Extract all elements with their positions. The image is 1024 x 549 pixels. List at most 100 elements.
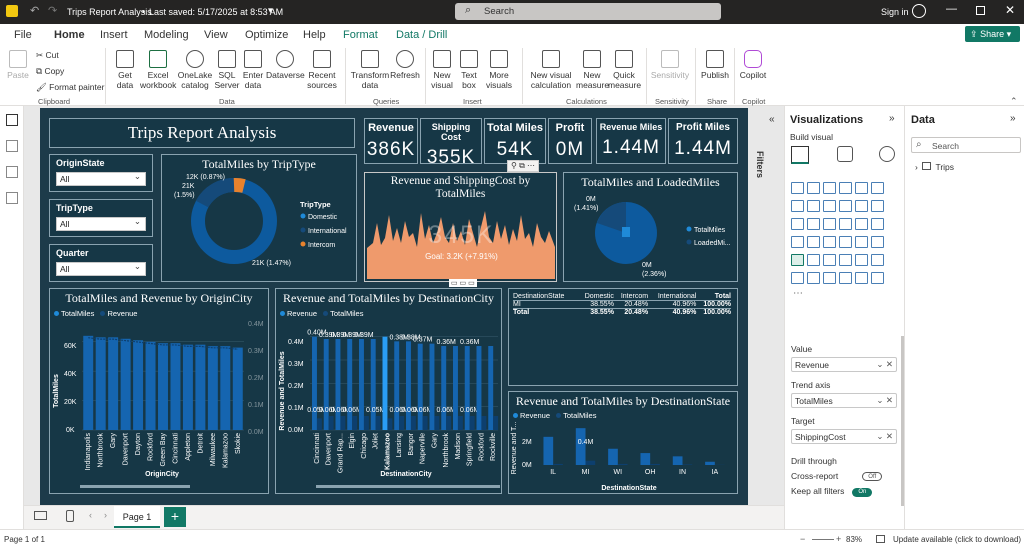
slicer-quarter[interactable]: Quarter All [49, 244, 153, 282]
zoom-out-icon[interactable]: − [800, 534, 806, 544]
quick-measure-button[interactable]: Quick measure [608, 50, 641, 90]
card-icon[interactable] [854, 236, 868, 248]
power-apps-icon[interactable] [870, 272, 884, 284]
dataverse-button[interactable]: Dataverse [266, 50, 305, 80]
remove-field-icon[interactable]: ⌄ ✕ [876, 359, 893, 369]
x-scrollbar[interactable] [316, 485, 500, 488]
search-box[interactable]: ⌕ Search [455, 3, 721, 20]
filled-map-icon[interactable] [806, 236, 820, 248]
close-icon[interactable]: ✕ [1005, 3, 1016, 17]
new-visual-button[interactable]: New visual [428, 50, 456, 90]
stacked-column-icon[interactable] [806, 182, 820, 194]
slicer-trip-type[interactable]: TripType All [49, 199, 153, 237]
format-painter-button[interactable]: 🖌 Format painter [36, 82, 105, 92]
decomposition-tree-icon[interactable] [806, 272, 820, 284]
minimize-icon[interactable]: — [946, 3, 957, 15]
recent-sources-button[interactable]: Recent sources [304, 50, 340, 90]
line-clustered-icon[interactable] [854, 200, 868, 212]
update-available-link[interactable]: Update available (click to download) [893, 535, 1022, 544]
fit-page-icon[interactable] [876, 535, 885, 543]
model-view-icon[interactable] [6, 166, 18, 178]
data-search-input[interactable]: ⌕ Search [911, 137, 1021, 153]
collapse-ribbon-icon[interactable]: ⌃ [1010, 96, 1018, 106]
treemap-icon[interactable] [870, 218, 884, 230]
zoom-slider[interactable] [812, 539, 834, 540]
resize-handles[interactable]: ▭ ▭ ▭ [449, 279, 477, 287]
keep-filters-toggle[interactable]: On [852, 487, 873, 497]
table-view-icon[interactable] [6, 140, 18, 152]
filters-pane-label[interactable]: Filters [755, 151, 765, 179]
desktop-layout-icon[interactable] [34, 511, 47, 520]
matrix-visual[interactable]: DestinationState Domestic Intercom Inter… [508, 288, 738, 386]
donut-icon[interactable] [854, 218, 868, 230]
tab-format[interactable]: Format [343, 29, 378, 41]
text-box-button[interactable]: Text box [457, 50, 481, 90]
get-data-button[interactable]: Get data [110, 50, 140, 90]
undo-icon[interactable]: ↶ [30, 5, 40, 17]
new-visual-calculation-button[interactable]: New visual calculation [526, 50, 576, 90]
stacked-area-icon[interactable] [822, 200, 836, 212]
chevron-down-icon[interactable]: ▾ [268, 5, 273, 15]
100-bar-icon[interactable] [854, 182, 868, 194]
mobile-layout-icon[interactable] [66, 510, 74, 522]
matrix-header[interactable]: DestinationState [513, 293, 565, 300]
clustered-bar-icon[interactable] [822, 182, 836, 194]
slicer-origin-state[interactable]: OriginState All [49, 154, 153, 192]
origin-city-chart-tile[interactable]: TotalMiles and Revenue by OriginCity Tot… [49, 288, 269, 494]
multirow-card-icon[interactable] [870, 236, 884, 248]
onelake-catalog-button[interactable]: OneLake catalog [177, 50, 213, 90]
copy-button[interactable]: ⧉ Copy [36, 66, 65, 76]
share-button[interactable]: ⇪ Share ▾ [965, 26, 1020, 42]
tab-insert[interactable]: Insert [100, 29, 128, 41]
cross-report-toggle[interactable]: Off [862, 472, 883, 482]
well-target-field[interactable]: ShippingCost ⌄ ✕ [791, 429, 897, 444]
x-scrollbar[interactable] [80, 485, 190, 488]
account-icon[interactable] [912, 4, 926, 18]
enter-data-button[interactable]: Enter data [241, 50, 265, 90]
azure-map-icon[interactable] [822, 236, 836, 248]
funnel-icon[interactable] [806, 218, 820, 230]
slicer-icon[interactable] [806, 254, 820, 266]
donut-chart-tile[interactable]: TotalMiles by TripType 12K (0.87%) 21K (… [161, 154, 357, 282]
area-chart-icon[interactable] [806, 200, 820, 212]
qa-icon[interactable] [822, 272, 836, 284]
destination-state-chart-tile[interactable]: Revenue and TotalMiles by DestinationSta… [508, 391, 738, 494]
pie-icon[interactable] [838, 218, 852, 230]
stacked-bar-icon[interactable] [790, 182, 804, 194]
tab-help[interactable]: Help [303, 29, 326, 41]
tab-home[interactable]: Home [44, 26, 95, 46]
report-view-icon[interactable] [6, 114, 18, 126]
table-icon[interactable] [822, 254, 836, 266]
destination-city-chart-tile[interactable]: Revenue and TotalMiles by DestinationCit… [275, 288, 502, 494]
maximize-icon[interactable] [976, 6, 985, 15]
paste-button[interactable]: Paste [4, 50, 32, 80]
kpi-area-visual[interactable]: ⚲ ⧉ ⋯ Revenue and ShippingCost by TotalM… [364, 160, 557, 287]
tab-data-drill[interactable]: Data / Drill [396, 29, 448, 41]
tab-modeling[interactable]: Modeling [144, 29, 189, 41]
next-page-icon[interactable]: › [104, 510, 107, 520]
table-tree-item[interactable]: › Trips [915, 162, 954, 172]
page-tab[interactable]: Page 1 [114, 506, 160, 528]
ribbon-chart-icon[interactable] [870, 200, 884, 212]
more-visuals-button[interactable]: More visuals [482, 50, 516, 90]
kpi-card-total-miles[interactable]: Total Miles 54K [484, 118, 546, 164]
pane-scrollbar[interactable] [901, 336, 904, 506]
remove-field-icon[interactable]: ⌄ ✕ [876, 395, 893, 405]
sql-server-button[interactable]: SQL Server [214, 50, 240, 90]
r-visual-icon[interactable] [854, 254, 868, 266]
kpi-card-revenue-miles[interactable]: Revenue Miles 1.44M [596, 118, 666, 164]
expand-viz-icon[interactable]: » [889, 113, 895, 124]
analytics-tab-icon[interactable] [879, 146, 895, 162]
line-column-icon[interactable] [838, 200, 852, 212]
matrix-row[interactable]: MI 38.55% 20.48% 40.96% 100.00% [513, 301, 731, 309]
kpi-card-revenue[interactable]: Revenue 386K [364, 118, 418, 164]
slicer-dropdown[interactable]: All [56, 261, 146, 276]
kpi-card-profit-miles[interactable]: Profit Miles 1.44M [668, 118, 738, 164]
clustered-column-icon[interactable] [838, 182, 852, 194]
prev-page-icon[interactable]: ‹ [89, 510, 92, 520]
matrix-header[interactable]: International [657, 293, 697, 300]
visual-header-toolbar[interactable]: ⚲ ⧉ ⋯ [507, 160, 540, 172]
matrix-header[interactable]: Intercom [620, 293, 649, 300]
map-icon[interactable] [790, 236, 804, 248]
scatter-icon[interactable] [822, 218, 836, 230]
